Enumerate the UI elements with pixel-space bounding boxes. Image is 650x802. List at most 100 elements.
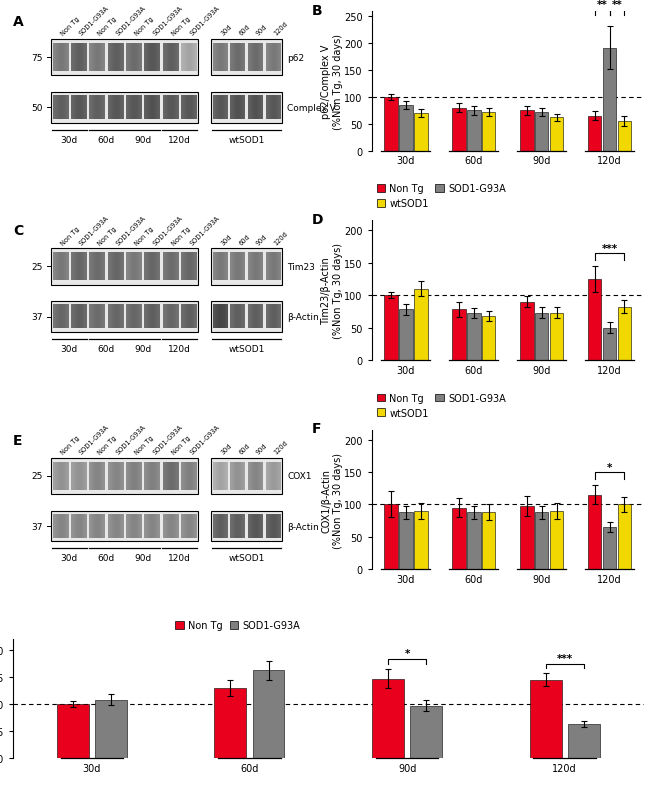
Legend: Non Tg, wtSOD1, SOD1-G93A: Non Tg, wtSOD1, SOD1-G93A [376,184,506,209]
Text: SOD1-G93A: SOD1-G93A [152,423,184,456]
Text: SOD1-G93A: SOD1-G93A [188,6,220,37]
Text: SOD1-G93A: SOD1-G93A [79,214,110,246]
Bar [603,328,616,361]
Bar [467,111,480,152]
Bar [51,249,198,286]
Bar [535,113,549,152]
Bar [211,249,282,286]
Text: 37: 37 [31,313,43,322]
Text: **: ** [597,0,608,10]
Text: 60d: 60d [98,136,114,144]
Bar [410,706,442,758]
Bar [414,512,428,569]
Text: 120d: 120d [273,230,289,246]
Text: 120d: 120d [168,553,191,563]
Bar [467,314,480,361]
Text: 120d: 120d [273,21,289,37]
Bar [482,113,495,152]
Text: 25: 25 [31,472,43,480]
Bar [588,280,601,361]
Text: A: A [13,14,24,29]
Text: E: E [13,433,23,447]
Text: Non Tg: Non Tg [60,435,81,456]
Text: Non Tg: Non Tg [170,16,191,37]
Bar [452,508,465,569]
Bar [211,458,282,494]
Text: 120d: 120d [168,345,191,354]
Bar [51,93,198,124]
Text: β-Actin: β-Actin [287,522,319,531]
Bar [618,307,631,361]
Bar [211,93,282,124]
Text: Non Tg: Non Tg [134,16,155,37]
Text: wtSOD1: wtSOD1 [229,345,265,354]
Bar [482,512,495,569]
Bar [399,310,413,361]
Text: D: D [312,213,324,227]
Bar [95,699,127,758]
Bar [530,680,562,758]
Bar [57,704,88,758]
Bar [520,302,534,361]
Text: 120d: 120d [273,439,289,456]
Legend: Non Tg, wtSOD1, SOD1-G93A: Non Tg, wtSOD1, SOD1-G93A [376,393,506,418]
Bar [211,40,282,76]
Bar [211,302,282,333]
Text: **: ** [612,0,623,10]
Text: 75: 75 [31,54,43,63]
Text: 120d: 120d [168,136,191,144]
Y-axis label: COX1/β-Actin
(%Non Tg, 30 days): COX1/β-Actin (%Non Tg, 30 days) [321,452,343,548]
Bar [603,528,616,569]
Text: SOD1-G93A: SOD1-G93A [188,423,220,456]
Text: SOD1-G93A: SOD1-G93A [115,214,147,246]
Y-axis label: Tim23/β-Actin
(%Non Tg, 30 days): Tim23/β-Actin (%Non Tg, 30 days) [321,243,343,338]
Text: C: C [13,224,23,238]
Text: SOD1-G93A: SOD1-G93A [188,214,220,246]
Bar [414,114,428,152]
Bar [535,314,549,361]
Text: 37: 37 [31,522,43,531]
Text: Non Tg: Non Tg [60,16,81,37]
Text: Non Tg: Non Tg [134,435,155,456]
Text: 25: 25 [31,263,43,272]
Text: COX1: COX1 [287,472,312,480]
Bar [211,511,282,542]
Text: F: F [312,422,322,436]
Text: 90d: 90d [134,553,151,563]
Text: Non Tg: Non Tg [60,225,81,246]
Bar [618,122,631,152]
Bar [568,724,600,758]
Bar [51,40,198,76]
Bar [535,512,549,569]
Text: wtSOD1: wtSOD1 [229,136,265,144]
Bar [372,678,404,758]
Bar [482,317,495,361]
Text: 60d: 60d [238,442,251,456]
Text: 30d: 30d [60,136,78,144]
Bar [384,98,398,152]
Bar [550,512,564,569]
Bar [550,314,564,361]
Text: Non Tg: Non Tg [97,16,118,37]
Text: 90d: 90d [255,442,268,456]
Text: 90d: 90d [255,24,268,37]
Text: Tim23: Tim23 [287,263,315,272]
Text: 30d: 30d [60,345,78,354]
Text: 50: 50 [31,103,43,113]
Text: Non Tg: Non Tg [170,225,191,246]
Text: 30d: 30d [60,553,78,563]
Text: Non Tg: Non Tg [170,435,191,456]
Bar [603,48,616,152]
Text: SOD1-G93A: SOD1-G93A [115,423,147,456]
Text: 90d: 90d [134,136,151,144]
Bar [550,118,564,152]
Bar [399,106,413,152]
Text: 60d: 60d [238,233,251,246]
Text: SOD1-G93A: SOD1-G93A [115,6,147,37]
Text: 60d: 60d [98,553,114,563]
Text: SOD1-G93A: SOD1-G93A [152,6,184,37]
Text: B: B [312,4,322,18]
Bar [520,506,534,569]
Text: wtSOD1: wtSOD1 [229,553,265,563]
Text: Complex V: Complex V [287,103,336,113]
